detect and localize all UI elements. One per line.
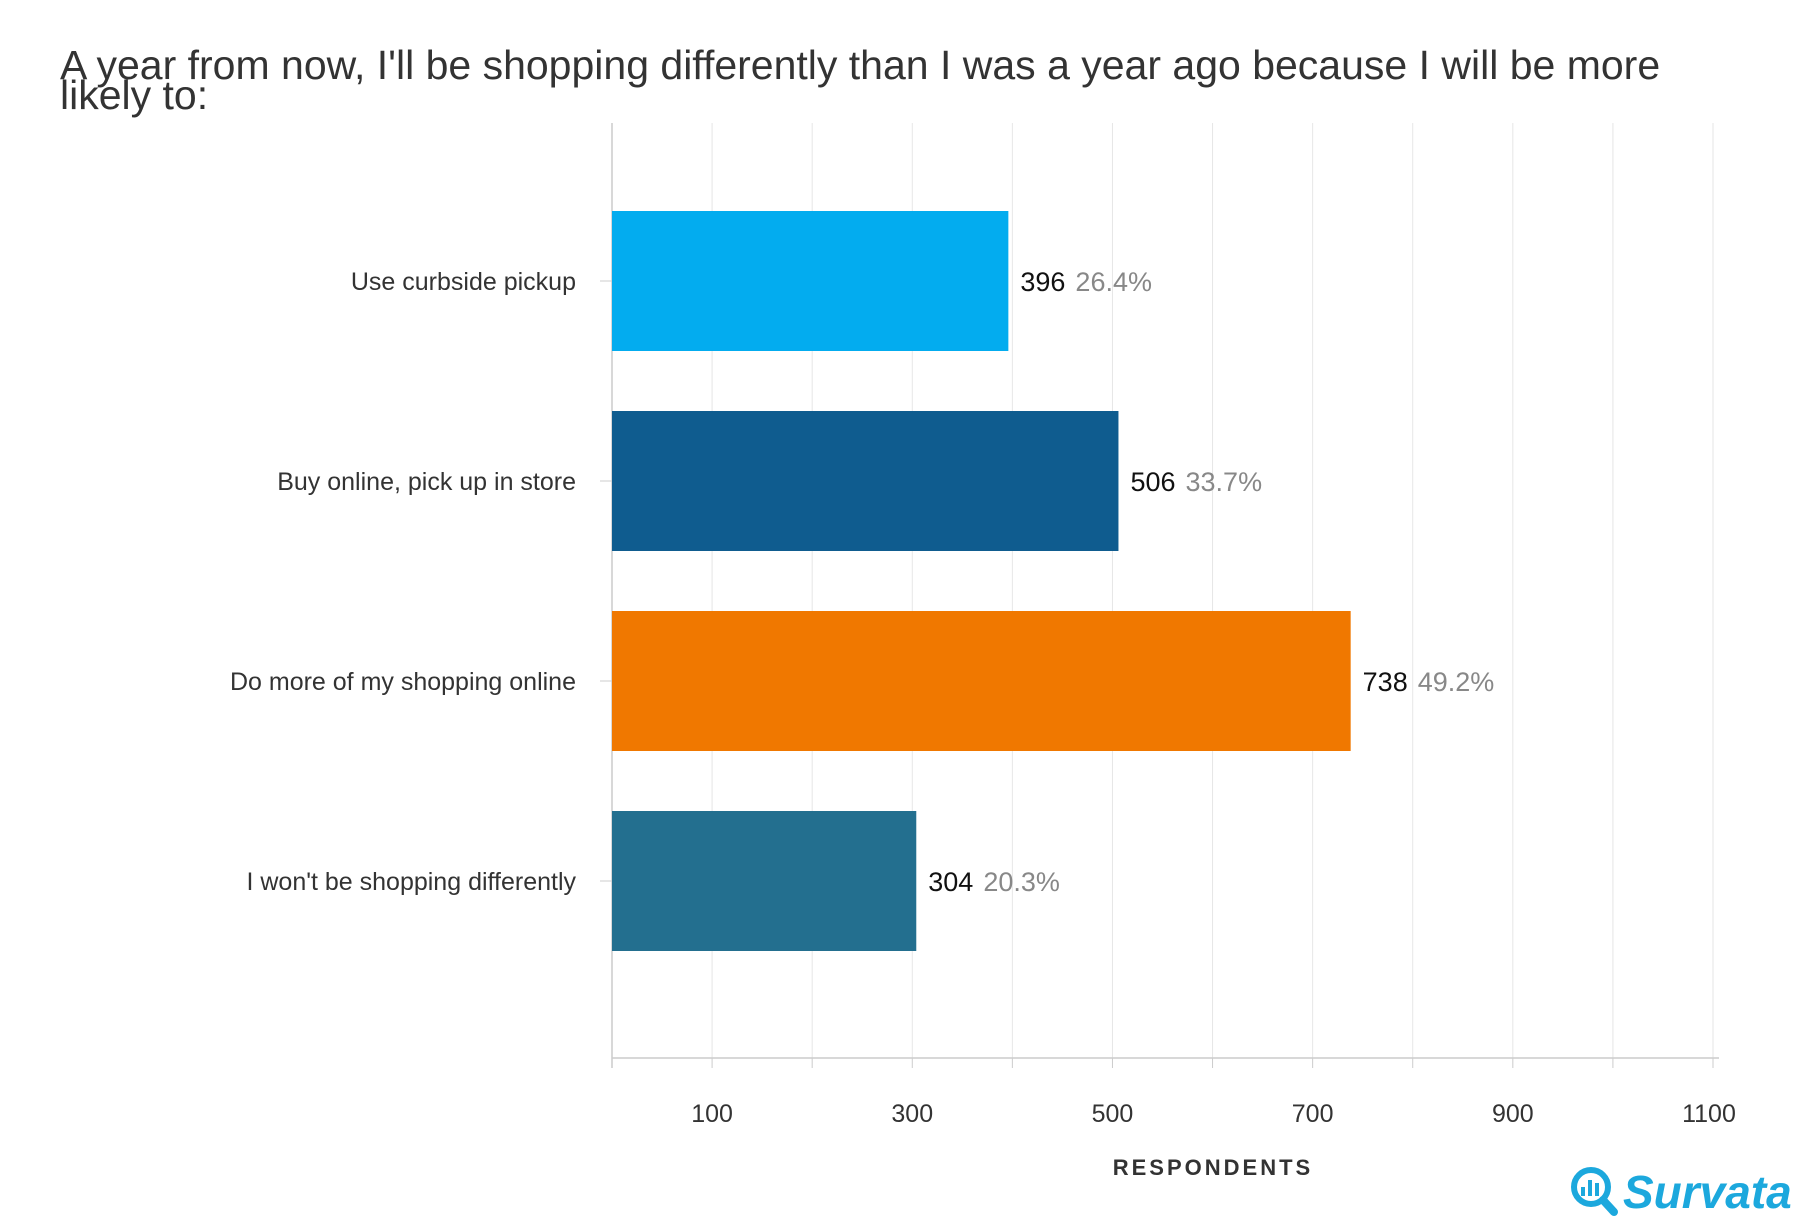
category-label: Buy online, pick up in store xyxy=(277,468,576,496)
x-tick-label: 100 xyxy=(691,1100,733,1128)
survata-logo-text: Survata xyxy=(1623,1166,1792,1216)
value-label: 396 26.4% xyxy=(1020,267,1152,297)
x-axis-label: RESPONDENTS xyxy=(1113,1155,1313,1180)
value-labels: 396 26.4% 506 33.7% 738 49.2% 304 20.3% xyxy=(928,267,1494,897)
category-label: I won't be shopping differently xyxy=(246,868,576,896)
value-percent: 26.4% xyxy=(1075,267,1152,297)
value-label: 304 20.3% xyxy=(928,867,1060,897)
value-percent: 33.7% xyxy=(1186,467,1263,497)
category-label: Do more of my shopping online xyxy=(230,668,576,696)
value-count: 738 xyxy=(1363,667,1408,697)
x-tick-label: 300 xyxy=(891,1100,933,1128)
value-count: 506 xyxy=(1130,467,1175,497)
x-tick-label: 700 xyxy=(1292,1100,1334,1128)
value-label: 506 33.7% xyxy=(1130,467,1262,497)
value-percent: 49.2% xyxy=(1418,667,1495,697)
x-tick-label: 500 xyxy=(1092,1100,1134,1128)
chart-title: A year from now, I'll be shopping differ… xyxy=(60,42,1661,118)
value-percent: 20.3% xyxy=(983,867,1060,897)
value-count: 396 xyxy=(1020,267,1065,297)
value-count: 304 xyxy=(928,867,973,897)
category-labels: Use curbside pickup Buy online, pick up i… xyxy=(230,268,612,896)
value-label: 738 49.2% xyxy=(1363,667,1495,697)
survata-logo: Survata xyxy=(1568,1165,1799,1216)
bar xyxy=(612,411,1119,551)
category-label: Use curbside pickup xyxy=(351,268,576,296)
x-tick-labels: 100 300 500 700 900 1100 xyxy=(691,1100,1736,1128)
bar xyxy=(612,811,917,951)
x-tick-label: 1100 xyxy=(1682,1100,1736,1128)
bar xyxy=(612,211,1009,351)
survata-logo-icon xyxy=(1571,1167,1618,1216)
x-tick-label: 900 xyxy=(1492,1100,1534,1128)
bar xyxy=(612,611,1351,751)
bars xyxy=(612,211,1351,951)
